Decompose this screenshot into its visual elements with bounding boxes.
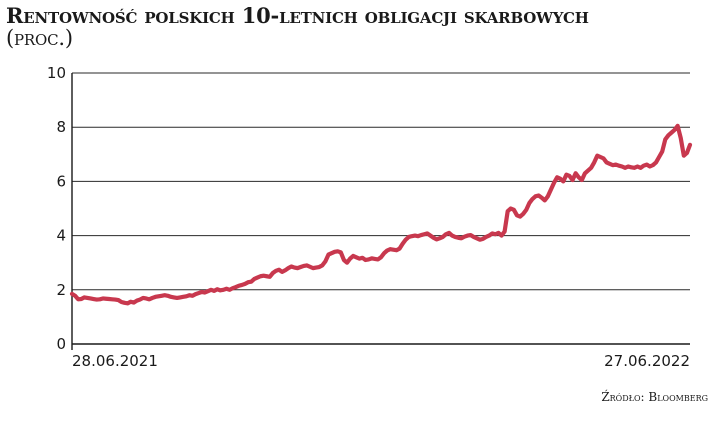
chart-title: Rentowność polskich 10-letnich obligacji… [6,4,716,50]
chart-title-unit: (proc.) [6,26,73,50]
y-tick-label-4: 4 [56,227,66,245]
x-start-date-label: 28.06.2021 [72,352,158,370]
y-tick-label-6: 6 [56,172,66,190]
series-line-0 [69,123,693,306]
x-end-date-label: 27.06.2022 [604,352,690,370]
y-tick-label-10: 10 [47,64,66,82]
y-tick-label-8: 8 [56,118,66,136]
y-tick-label-2: 2 [56,281,66,299]
source-note: Źródło: Bloomberg [601,390,708,404]
y-tick-label-0: 0 [56,335,66,353]
chart-title-text: Rentowność polskich 10-letnich obligacji… [6,3,589,28]
chart-series [69,123,693,306]
y-axis: 0 2 4 6 8 10 [47,64,73,353]
chart-grid [72,72,690,345]
